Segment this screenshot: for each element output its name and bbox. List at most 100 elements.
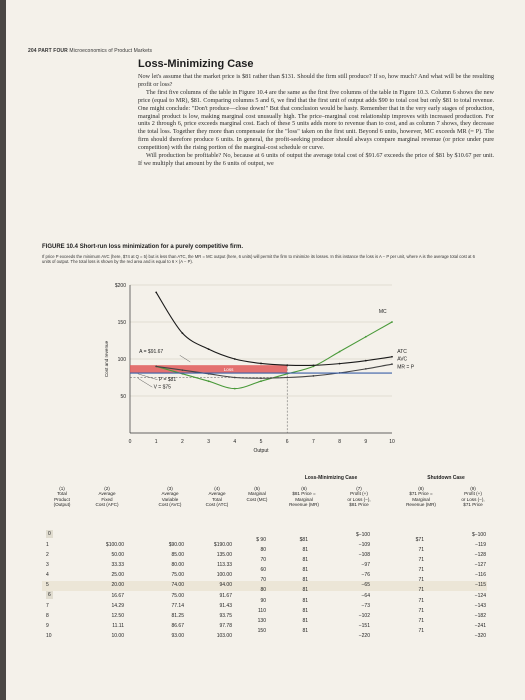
column-header-9: (9) Profit (+) or Loss (−), $71 Price	[461, 486, 485, 508]
mr71-cell: 71	[418, 547, 424, 554]
afc-cell: 33.33	[111, 562, 124, 569]
profit81-column: $−100 −109 −108 −97 −76 −65 −64 −73 −102 −151 −220	[336, 530, 370, 641]
output-cell: 5	[46, 582, 49, 589]
column-header-8: (8) $71 Price = Marginal Revenue (MR)	[406, 486, 436, 508]
column-header-3: (3) Average Variable Cost (AVC)	[158, 486, 182, 508]
mc-cell: 110	[258, 607, 266, 614]
column-header-2: (2) Average Fixed Cost (AFC)	[95, 486, 119, 508]
atc-cell: 113.33	[217, 562, 232, 569]
mr71-cell: 71	[418, 607, 424, 614]
series-line-atc	[155, 292, 393, 367]
afc-cell: 20.00	[111, 582, 124, 589]
mrp-label: MR = P	[397, 365, 414, 371]
profit71-cell: −320	[474, 632, 486, 639]
afc-cell: 25.00	[111, 572, 124, 579]
output-cell: 2	[46, 552, 49, 559]
data-point-avc	[155, 365, 158, 368]
afc-cell: $100.00	[105, 542, 124, 549]
output-cell: 4	[46, 572, 49, 579]
data-point-avc	[364, 367, 367, 370]
mr71-cell: 71	[418, 557, 424, 564]
mr81-cell: 81	[302, 567, 308, 574]
profit81-cell: −64	[361, 592, 370, 599]
mc-cell: 90	[260, 597, 266, 604]
mr81-cell: 81	[302, 597, 308, 604]
mr71-cell: 71	[418, 577, 424, 584]
column-header-4: (4) Average Total Cost (ATC)	[205, 486, 229, 508]
mr81-cell: 81	[302, 577, 308, 584]
x-tick-label: 6	[286, 439, 289, 445]
profit81-cell: $−100	[355, 532, 370, 538]
mc-label: MC	[379, 309, 387, 315]
afc-column: $100.00 50.00 33.33 25.00 20.00 16.67 14.29 12.…	[86, 530, 124, 641]
avc-cell: 93.00	[171, 632, 184, 639]
avc-cell: $90.00	[168, 542, 184, 549]
atc-cell: 93.75	[219, 612, 232, 619]
profit71-cell: −119	[475, 542, 486, 549]
series-line-avc	[156, 363, 393, 379]
avc-cell	[148, 530, 184, 540]
avc-column: $90.00 85.00 80.00 75.00 74.00 75.00 77.14 81.2…	[148, 530, 184, 641]
data-point-atc	[207, 348, 210, 351]
atc-cell: 100.00	[216, 572, 232, 579]
running-header: 204 PART FOUR Microeconomics of Product …	[28, 48, 152, 54]
column-header-6: (6) $81 Price = Marginal Revenue (MR)	[289, 486, 319, 508]
figure-heading: Short-run loss minimization for a purely…	[79, 244, 244, 250]
mc-cell: 70	[260, 577, 266, 584]
chart-layer: 50 100 150 $200 0 1 2 3 4 5 6 7 8 9 10 Output Cost and r…	[104, 283, 415, 454]
profit71-column: $−100 −119 −128 −127 −116 −115 −124 −143 −182 −24…	[452, 530, 486, 641]
annotation-p: P = $81	[159, 377, 177, 383]
data-point-atc	[364, 359, 367, 362]
output-column: 0 1 2 3 4 5 6 7 8 9 10	[46, 530, 66, 641]
data-point-mc	[260, 380, 262, 383]
profit71-cell: −143	[474, 602, 486, 609]
shutdown-heading: Shutdown Case	[427, 475, 465, 481]
body-text: Now let's assume that the market price i…	[138, 73, 494, 168]
data-point-avc	[260, 377, 262, 380]
output-cell: 7	[46, 602, 49, 609]
profit81-cell: −102	[358, 612, 370, 619]
avc-cell: 75.00	[171, 592, 184, 599]
data-point-atc	[338, 362, 341, 365]
atc-cell: 103.00	[216, 632, 232, 639]
afc-cell: 12.50	[111, 612, 124, 619]
profit71-cell: −241	[474, 622, 486, 629]
part-label: PART FOUR	[38, 48, 68, 54]
afc-cell: 16.67	[111, 592, 124, 599]
x-tick-label: 2	[181, 439, 184, 445]
avc-cell: 74.00	[171, 582, 184, 589]
figure-caption: If price P exceeds the minimum AVC (here…	[42, 254, 475, 265]
profit71-cell: −116	[475, 572, 486, 579]
annotation-p-pointer	[137, 373, 158, 380]
x-tick-label: 0	[129, 439, 132, 445]
mc-cell: 70	[260, 557, 266, 564]
mr81-cell: 81	[302, 557, 308, 564]
profit81-cell: −220	[358, 632, 370, 639]
profit71-cell: −115	[475, 582, 486, 589]
x-tick-label: 10	[389, 439, 395, 445]
page-number: 204	[28, 48, 37, 54]
mr71-column: $71 71 71 71 71 71 71 71 71 71	[398, 535, 424, 636]
profit81-cell: −151	[358, 622, 370, 629]
part-title: Microeconomics of Product Markets	[69, 48, 153, 54]
data-point-atc	[181, 332, 184, 334]
mc-cell: $ 90	[256, 537, 266, 543]
data-point-atc	[312, 364, 315, 367]
loss-label: Loss	[224, 367, 234, 372]
output-cell: 9	[46, 622, 49, 629]
profit81-cell: −76	[361, 572, 370, 579]
profit71-cell: −182	[474, 612, 486, 619]
atc-cell: 97.78	[219, 622, 232, 629]
profit71-cell: −127	[474, 562, 486, 569]
mr81-cell: 81	[302, 627, 308, 634]
data-point-atc	[233, 358, 236, 360]
data-point-avc	[391, 363, 393, 366]
atc-cell: $190.00	[213, 542, 232, 549]
data-point-mc	[364, 335, 367, 338]
avc-cell: 77.14	[171, 602, 184, 609]
y-tick-label: 150	[118, 320, 127, 326]
series-line-mc	[156, 321, 393, 390]
afc-cell: 11.11	[112, 622, 124, 629]
data-point-mc	[338, 350, 341, 353]
avc-cell: 81.25	[171, 612, 184, 619]
